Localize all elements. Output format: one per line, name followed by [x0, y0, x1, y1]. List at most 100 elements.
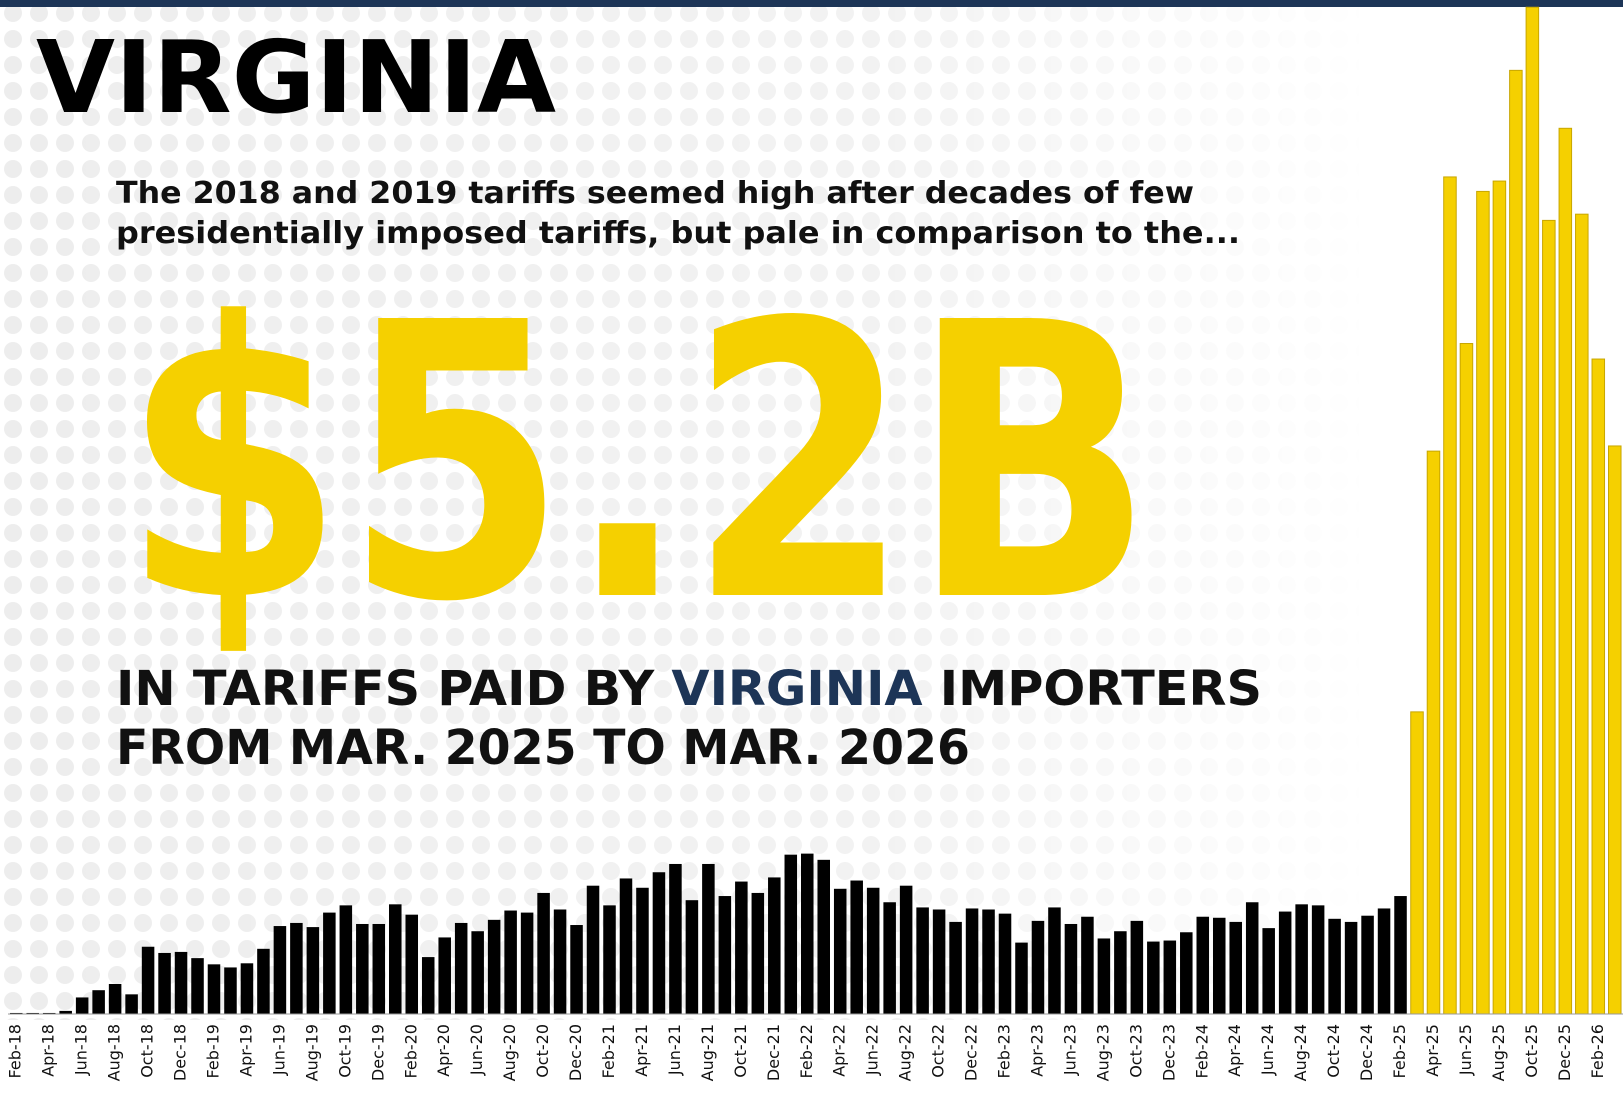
bar-chart: Feb-18 Apr-18 Jun-18 Aug-18 Oct-18 Dec-18 Feb-… — [6, 6, 1623, 1081]
bar — [1394, 896, 1407, 1014]
bar — [669, 863, 682, 1014]
bar — [1591, 358, 1606, 1015]
bar — [339, 905, 353, 1014]
x-tick-label: Oct-21 — [731, 1024, 750, 1078]
tagline-part: IN TARIFFS PAID BY — [116, 661, 671, 717]
bar — [1361, 915, 1374, 1014]
x-tick-label: Apr-19 — [236, 1024, 255, 1077]
bar — [1525, 6, 1540, 1015]
bar — [1492, 180, 1507, 1015]
bar — [1147, 941, 1160, 1014]
bar — [603, 905, 616, 1014]
x-tick-label: Jun-25 — [1456, 1024, 1475, 1076]
x-tick-label: Dec-25 — [1555, 1024, 1574, 1081]
bar — [59, 1010, 72, 1014]
bar — [191, 958, 204, 1014]
bar — [702, 863, 715, 1014]
x-tick-label: Feb-26 — [1588, 1024, 1607, 1078]
bar — [1278, 911, 1292, 1014]
bar — [833, 888, 847, 1014]
dot-pattern — [0, 0, 1623, 1020]
bar — [718, 896, 732, 1014]
bar — [1410, 711, 1424, 1015]
x-tick-label: Oct-23 — [1126, 1024, 1145, 1078]
bar — [471, 931, 484, 1014]
bar — [1048, 907, 1061, 1014]
top-bar — [0, 0, 1623, 7]
bar — [932, 909, 946, 1014]
tagline-highlight: VIRGINIA — [671, 661, 922, 717]
x-tick-label: Oct-18 — [138, 1024, 157, 1078]
x-tick-label: Jun-21 — [665, 1024, 684, 1076]
x-tick-label: Jun-23 — [1060, 1024, 1079, 1076]
bar — [784, 854, 798, 1014]
x-tick-label: Apr-25 — [1423, 1024, 1442, 1077]
bar — [1426, 450, 1441, 1015]
x-tick-label: Aug-21 — [698, 1024, 717, 1081]
x-tick-label: Jun-20 — [467, 1024, 486, 1076]
bar — [1575, 213, 1589, 1015]
bar — [1328, 918, 1341, 1014]
bar — [1081, 916, 1094, 1014]
bar — [405, 914, 419, 1014]
bar — [553, 909, 567, 1014]
x-tick-label: Dec-24 — [1357, 1024, 1376, 1081]
bar — [1443, 176, 1457, 1015]
x-tick-label: Dec-18 — [171, 1024, 190, 1081]
tagline-part: IMPORTERS — [923, 661, 1262, 717]
bar — [207, 964, 221, 1014]
bar — [454, 922, 468, 1014]
x-tick-label: Feb-21 — [599, 1024, 618, 1078]
x-tick-label: Oct-19 — [335, 1024, 354, 1078]
bar — [998, 913, 1012, 1014]
x-tick-label: Jun-24 — [1258, 1024, 1277, 1076]
x-tick-label: Dec-21 — [764, 1024, 783, 1081]
x-tick-label: Aug-25 — [1489, 1024, 1508, 1081]
bar — [965, 908, 979, 1014]
x-tick-label: Apr-18 — [39, 1024, 58, 1077]
bar — [108, 983, 122, 1014]
x-tick-label: Feb-22 — [797, 1024, 816, 1078]
x-tick-label: Oct-24 — [1324, 1024, 1343, 1078]
bar — [42, 1012, 56, 1014]
bar — [1476, 190, 1490, 1015]
bar — [537, 892, 550, 1014]
bar — [916, 907, 929, 1014]
bar — [1542, 219, 1556, 1015]
bar — [636, 887, 649, 1014]
bar — [982, 909, 995, 1014]
headline: $5.2B — [122, 242, 1154, 685]
x-tick-label: Aug-20 — [500, 1024, 519, 1081]
bar — [1377, 908, 1391, 1014]
bar — [356, 923, 369, 1014]
bar — [619, 878, 633, 1014]
bar — [1459, 343, 1474, 1015]
x-tick-label: Oct-22 — [929, 1024, 948, 1078]
bar — [768, 877, 781, 1014]
x-tick-label: Feb-20 — [401, 1024, 420, 1078]
bar — [323, 912, 336, 1014]
bar — [1097, 938, 1111, 1014]
bar — [1031, 920, 1045, 1014]
bar — [1212, 917, 1226, 1014]
bar — [800, 853, 814, 1014]
bar — [1015, 942, 1028, 1014]
bar — [240, 963, 254, 1014]
bar — [257, 948, 270, 1014]
x-tick-label: Aug-22 — [896, 1024, 915, 1081]
bar — [1163, 940, 1177, 1014]
bar — [1130, 920, 1144, 1014]
x-tick-label: Aug-18 — [105, 1024, 124, 1081]
bar — [92, 990, 105, 1014]
bar — [883, 902, 896, 1014]
x-tick-label: Oct-25 — [1522, 1024, 1541, 1078]
bar — [438, 937, 451, 1014]
bar — [1196, 916, 1210, 1014]
bar — [421, 957, 435, 1014]
bar — [652, 872, 666, 1014]
bar — [1064, 923, 1078, 1014]
x-tick-label: Jun-19 — [269, 1024, 288, 1076]
bar — [224, 967, 237, 1014]
x-tick-label: Dec-20 — [566, 1024, 585, 1081]
bar — [1344, 921, 1358, 1014]
